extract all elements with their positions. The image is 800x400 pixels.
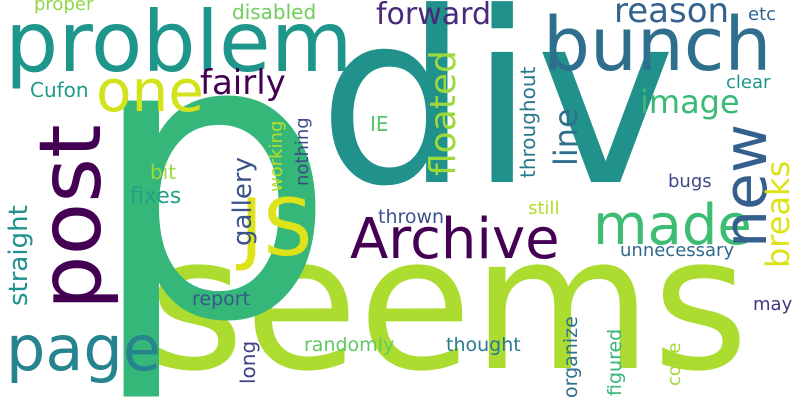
word-fixes: fixes xyxy=(130,184,182,209)
word-line: line xyxy=(547,108,585,166)
word-etc: etc xyxy=(748,4,777,25)
word-working: working xyxy=(266,120,287,192)
word-p: p xyxy=(88,0,337,400)
word-thought: thought xyxy=(446,334,521,356)
word-nothing: nothing xyxy=(292,117,313,186)
word-page: page xyxy=(6,312,161,385)
word-thrown: thrown xyxy=(378,206,445,228)
word-JS: JS xyxy=(240,184,313,274)
word-straight: straight xyxy=(4,205,34,306)
word-unnecessary: unnecessary xyxy=(620,240,735,261)
word-Cufon: Cufon xyxy=(30,78,89,102)
word-reason: reason xyxy=(614,0,730,31)
word-forward: forward xyxy=(376,0,492,32)
word-clear: clear xyxy=(726,72,771,93)
word-problem: problem xyxy=(5,0,353,91)
word-gallery: gallery xyxy=(228,157,258,246)
word-may: may xyxy=(753,294,793,315)
word-still: still xyxy=(528,198,560,219)
word-figured: figured xyxy=(604,328,626,396)
word-randomly: randomly xyxy=(304,334,395,356)
word-IE: IE xyxy=(370,112,389,136)
word-one: one xyxy=(96,57,204,125)
word-div: div xyxy=(318,0,677,239)
word-fairly: fairly xyxy=(200,63,286,103)
word-floated: floated xyxy=(423,50,464,176)
word-long: long xyxy=(236,340,260,384)
word-seems: seems xyxy=(148,196,749,400)
word-bugs: bugs xyxy=(668,171,712,192)
word-throughout: throughout xyxy=(516,66,540,178)
word-bunch: bunch xyxy=(543,2,772,88)
word-code: code xyxy=(664,342,685,386)
word-proper: proper xyxy=(34,0,94,15)
word-made: made xyxy=(593,193,752,258)
word-post: post xyxy=(21,124,121,310)
word-image: image xyxy=(640,83,740,121)
word-breaks: breaks xyxy=(759,160,797,268)
word-organize: organize xyxy=(560,316,582,398)
word-disabled: disabled xyxy=(232,0,317,24)
word-bit: bit xyxy=(150,160,177,184)
word-Archive: Archive xyxy=(350,207,560,272)
word-report: report xyxy=(192,288,251,310)
